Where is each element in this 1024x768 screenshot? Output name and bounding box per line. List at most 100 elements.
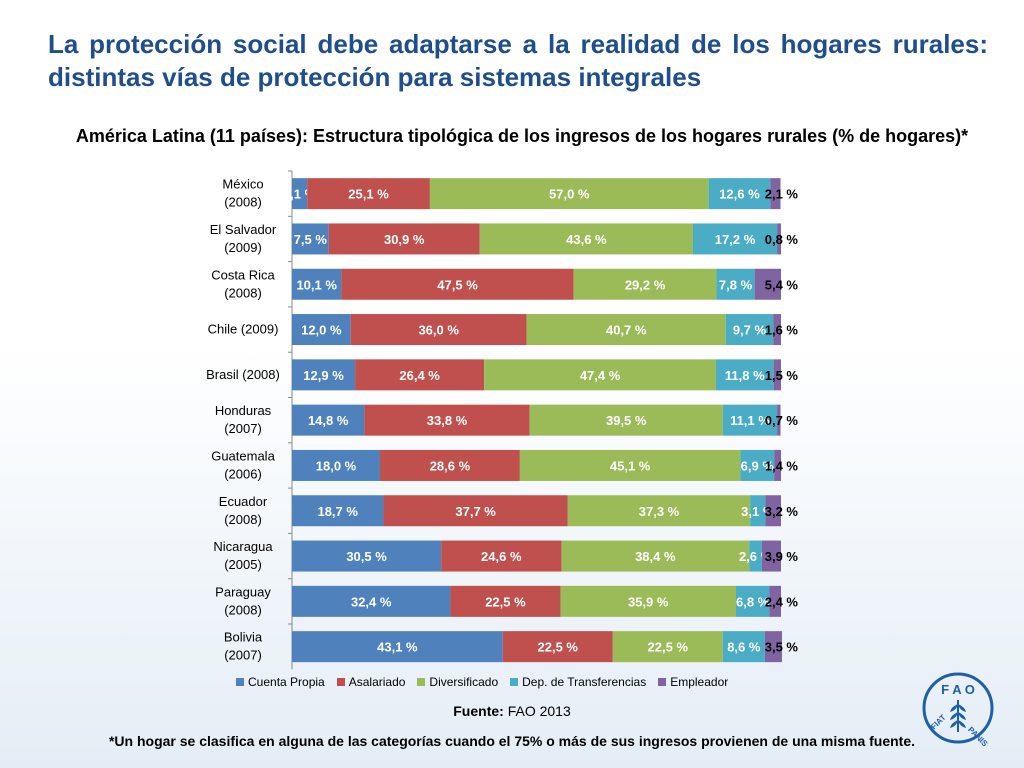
source-value: FAO 2013 bbox=[507, 703, 571, 719]
footnote: *Un hogar se clasifica en alguna de las … bbox=[108, 733, 916, 749]
legend-label: Empleador bbox=[670, 675, 729, 689]
data-label: 11,8 % bbox=[725, 368, 765, 383]
fao-logo: F A O FIAT PANIS bbox=[922, 672, 994, 746]
legend-item: Cuenta Propia bbox=[236, 675, 325, 689]
data-label: 47,5 % bbox=[437, 277, 478, 292]
data-label: 2,1 % bbox=[765, 187, 799, 202]
bar-segment-empleador bbox=[774, 449, 781, 481]
data-label: 0,7 % bbox=[765, 413, 799, 428]
data-label: 35,9 % bbox=[628, 594, 669, 609]
data-label: 29,2 % bbox=[625, 277, 666, 292]
data-label: 6,8 % bbox=[736, 594, 770, 609]
data-label: 18,0 % bbox=[316, 458, 357, 473]
bar-segment-empleador bbox=[773, 314, 781, 346]
bar-segment-asalariado bbox=[307, 178, 430, 210]
bar-segment-asalariado bbox=[364, 404, 530, 436]
category-label: Nicaragua (2005) bbox=[213, 539, 273, 572]
data-label: 1,6 % bbox=[765, 323, 799, 338]
category-label: Costa Rica (2008) bbox=[211, 267, 275, 300]
data-label: 24,6 % bbox=[481, 549, 522, 564]
legend-swatch bbox=[236, 678, 244, 686]
data-label: 5,4 % bbox=[765, 277, 799, 292]
slide-title: La protección social debe adaptarse a la… bbox=[48, 29, 988, 92]
data-label: 40,7 % bbox=[606, 323, 647, 338]
bar-segment-dep-de-transferencias bbox=[736, 585, 770, 617]
bar-segment-diversificado bbox=[429, 178, 709, 210]
bar-segment-diversificado bbox=[567, 495, 751, 527]
data-label: 0,8 % bbox=[765, 232, 799, 247]
data-label: 3,9 % bbox=[765, 549, 799, 564]
bar-segment-diversificado bbox=[612, 631, 723, 663]
bar-segment-asalariado bbox=[328, 223, 480, 255]
source-label: Fuente: bbox=[453, 703, 504, 719]
bar-segment-dep-de-transferencias bbox=[715, 359, 774, 391]
category-label: Guatemala (2006) bbox=[211, 448, 275, 481]
bar-segment-cuenta-propia bbox=[292, 449, 381, 481]
data-label: 9,7 % bbox=[733, 323, 767, 338]
data-label: 30,9 % bbox=[384, 232, 425, 247]
category-label: Brasil (2008) bbox=[206, 367, 280, 382]
data-label: 57,0 % bbox=[549, 187, 590, 202]
bar-segment-cuenta-propia bbox=[292, 178, 308, 210]
bar-segment-asalariado bbox=[380, 449, 520, 481]
bar-segment-dep-de-transferencias bbox=[692, 223, 778, 255]
bar-segment-dep-de-transferencias bbox=[749, 540, 762, 572]
data-label: 25,1 % bbox=[348, 187, 389, 202]
data-label: 38,4 % bbox=[635, 549, 676, 564]
bar-segment-empleador bbox=[777, 223, 781, 255]
bar-segment-cuenta-propia bbox=[292, 223, 329, 255]
bar-segment-dep-de-transferencias bbox=[708, 178, 771, 210]
data-label: 43,1 % bbox=[377, 640, 418, 655]
data-label: 8,6 % bbox=[727, 640, 761, 655]
data-label: 32,4 % bbox=[351, 594, 392, 609]
category-label: Bolivia (2007) bbox=[224, 630, 263, 663]
bar-segment-diversificado bbox=[573, 268, 717, 300]
data-label: 22,5 % bbox=[485, 594, 526, 609]
bar-segment-dep-de-transferencias bbox=[740, 449, 775, 481]
legend-item: Asalariado bbox=[336, 675, 405, 689]
bar-segment-cuenta-propia bbox=[292, 540, 442, 572]
data-label: 12,9 % bbox=[303, 368, 344, 383]
bar-segment-diversificado bbox=[529, 404, 723, 436]
legend-swatch bbox=[658, 678, 667, 686]
bar-segment-diversificado bbox=[561, 540, 750, 572]
bar-segment-diversificado bbox=[519, 449, 741, 481]
data-label: 22,5 % bbox=[538, 640, 579, 655]
data-label: 12,6 % bbox=[719, 187, 760, 202]
data-label: 33,8 % bbox=[427, 413, 468, 428]
data-label: 3,2 % bbox=[765, 504, 799, 519]
bar-segment-dep-de-transferencias bbox=[722, 631, 765, 663]
chart-legend: Cuenta Propia Asalariado Diversificado Dep.… bbox=[236, 675, 740, 689]
data-label: 7,5 % bbox=[294, 232, 328, 247]
data-label: 47,4 % bbox=[580, 368, 621, 383]
bar-segment-diversificado bbox=[526, 314, 726, 346]
data-label: 18,7 % bbox=[317, 504, 358, 519]
bar-segment-asalariado bbox=[502, 631, 613, 663]
bar-segment-empleador bbox=[773, 359, 781, 391]
bar-segment-cuenta-propia bbox=[292, 631, 503, 663]
bar-segment-asalariado bbox=[350, 314, 527, 346]
bar-segment-cuenta-propia bbox=[292, 585, 451, 617]
data-label: 11,1 % bbox=[730, 413, 770, 428]
data-label: 36,0 % bbox=[418, 323, 459, 338]
bar-segment-cuenta-propia bbox=[292, 268, 342, 300]
data-label: 12,0 % bbox=[301, 323, 342, 338]
bar-segment-diversificado bbox=[479, 223, 693, 255]
data-label: 6,9 % bbox=[741, 458, 775, 473]
data-label: 2,4 % bbox=[765, 594, 799, 609]
category-label: México (2008) bbox=[222, 177, 263, 210]
bar-segment-cuenta-propia bbox=[292, 495, 384, 527]
bar-segment-cuenta-propia bbox=[292, 404, 365, 436]
legend-swatch bbox=[336, 678, 345, 686]
legend-item: Empleador bbox=[658, 675, 728, 689]
data-label: 43,6 % bbox=[566, 232, 607, 247]
legend-item: Diversificado bbox=[417, 675, 498, 689]
logo-fao-text: F A O bbox=[941, 682, 975, 697]
bar-segment-cuenta-propia bbox=[292, 359, 356, 391]
data-label: 10,1 % bbox=[296, 277, 337, 292]
legend-label: Dep. de Transferencias bbox=[522, 675, 647, 689]
bar-segment-empleador bbox=[770, 178, 781, 210]
bar-segment-cuenta-propia bbox=[292, 314, 351, 346]
bar-segment-diversificado bbox=[484, 359, 716, 391]
data-label: 26,4 % bbox=[399, 368, 440, 383]
